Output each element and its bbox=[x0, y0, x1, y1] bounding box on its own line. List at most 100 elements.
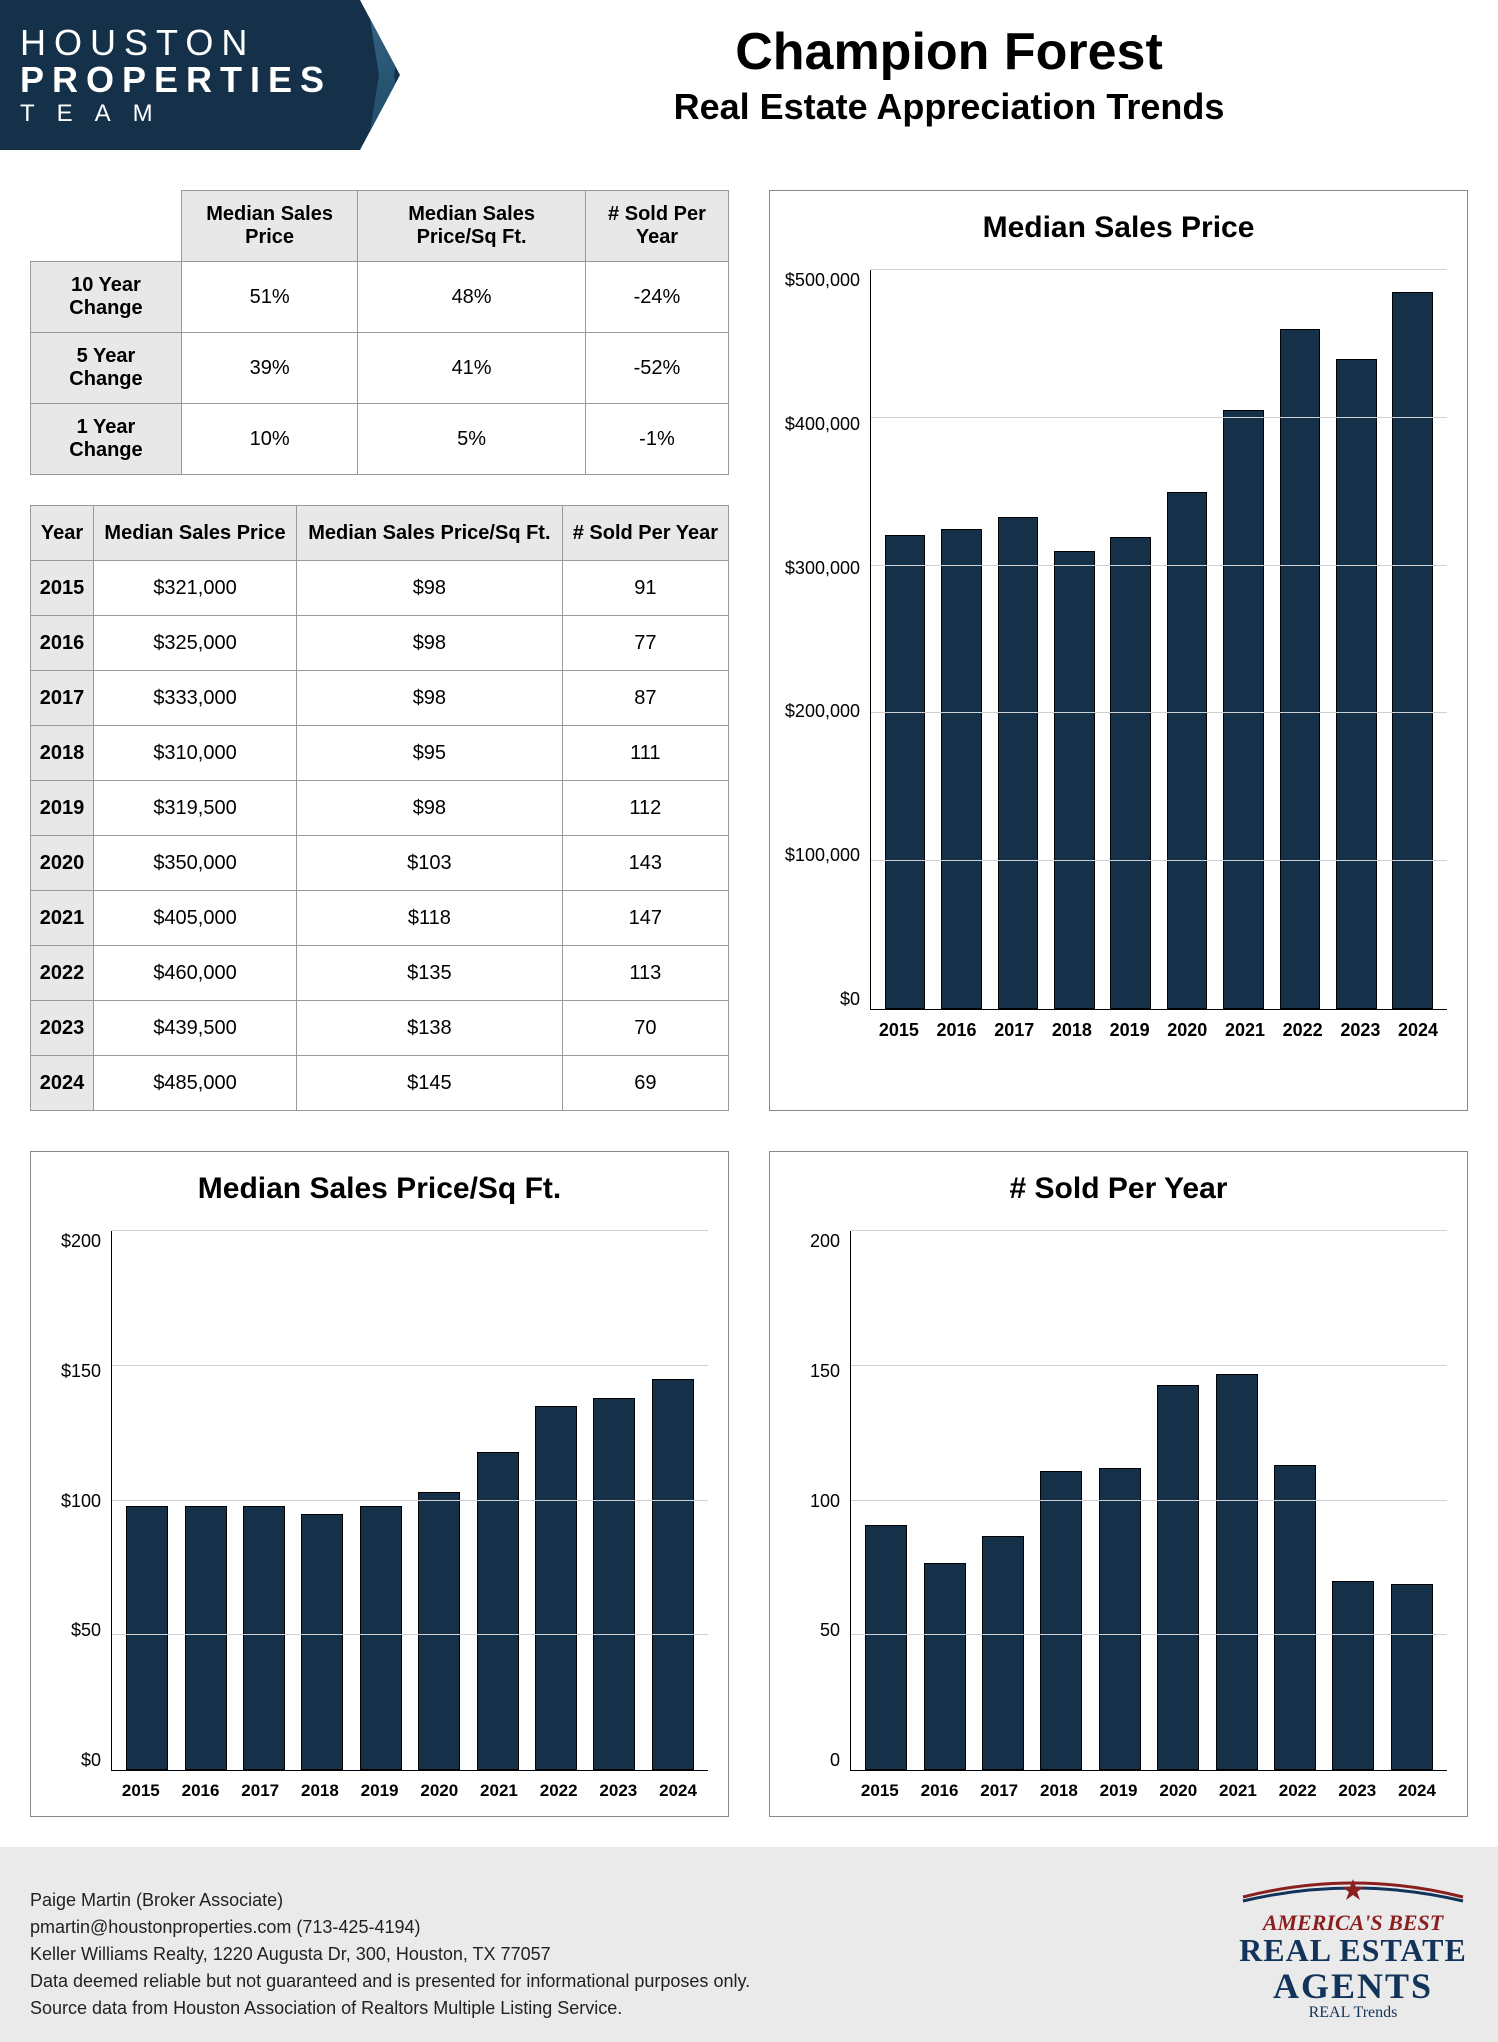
chart-bar bbox=[1099, 1468, 1141, 1770]
chart-bar bbox=[1167, 492, 1208, 1009]
chart-sold-per-year: # Sold Per Year 200150100500 20152016201… bbox=[769, 1151, 1468, 1817]
page-subtitle: Real Estate Appreciation Trends bbox=[400, 86, 1498, 128]
x-tick-label: 2021 bbox=[1225, 1020, 1265, 1041]
cell: $321,000 bbox=[94, 561, 297, 616]
chart-bar bbox=[885, 535, 926, 1009]
chart-price-sqft: Median Sales Price/Sq Ft. $200$150$100$5… bbox=[30, 1151, 729, 1817]
col-header: Year bbox=[31, 506, 94, 561]
table-row: 1 Year Change 10% 5% -1% bbox=[31, 404, 729, 475]
chart-bar bbox=[1332, 1581, 1374, 1770]
y-axis: $200$150$100$50$0 bbox=[51, 1231, 111, 1771]
cell: -52% bbox=[585, 333, 728, 404]
table-row: 2024$485,000$14569 bbox=[31, 1056, 729, 1111]
logo: HOUSTON PROPERTIES TEAM bbox=[0, 0, 400, 150]
x-axis: 2015201620172018201920202021202220232024 bbox=[850, 1771, 1447, 1801]
x-tick-label: 2024 bbox=[1398, 1781, 1436, 1801]
cell: $118 bbox=[297, 891, 563, 946]
cell: 70 bbox=[562, 1001, 728, 1056]
badge-line: REAL Trends bbox=[1238, 2005, 1468, 2022]
x-tick-label: 2020 bbox=[1167, 1020, 1207, 1041]
chart-bar bbox=[1336, 359, 1377, 1009]
y-tick-label: 200 bbox=[810, 1231, 840, 1252]
row-label: 2024 bbox=[31, 1056, 94, 1111]
col-header: Median Sales Price bbox=[181, 191, 357, 262]
row-label: 2016 bbox=[31, 616, 94, 671]
cell: $98 bbox=[297, 781, 563, 836]
cell: $405,000 bbox=[94, 891, 297, 946]
chart-bar bbox=[360, 1506, 402, 1770]
chart-bar bbox=[126, 1506, 168, 1770]
x-tick-label: 2024 bbox=[1398, 1020, 1438, 1041]
cell: $485,000 bbox=[94, 1056, 297, 1111]
cell: 113 bbox=[562, 946, 728, 1001]
row-label: 2023 bbox=[31, 1001, 94, 1056]
row-label: 2021 bbox=[31, 891, 94, 946]
x-tick-label: 2020 bbox=[1159, 1781, 1197, 1801]
y-tick-label: $50 bbox=[71, 1620, 101, 1641]
table-row: 2023$439,500$13870 bbox=[31, 1001, 729, 1056]
chart-bar bbox=[982, 1536, 1024, 1770]
page-title: Champion Forest bbox=[400, 22, 1498, 82]
x-tick-label: 2016 bbox=[182, 1781, 220, 1801]
cell: $310,000 bbox=[94, 726, 297, 781]
footer-line: Source data from Houston Association of … bbox=[30, 1995, 750, 2022]
x-axis: 2015201620172018201920202021202220232024 bbox=[111, 1771, 708, 1801]
y-tick-label: $200,000 bbox=[785, 701, 860, 722]
chart-bar bbox=[301, 1514, 343, 1770]
row-label: 2019 bbox=[31, 781, 94, 836]
y-axis: $500,000$400,000$300,000$200,000$100,000… bbox=[790, 270, 870, 1010]
cell: $145 bbox=[297, 1056, 563, 1111]
y-tick-label: $200 bbox=[61, 1231, 101, 1252]
x-tick-label: 2023 bbox=[1338, 1781, 1376, 1801]
cell: 69 bbox=[562, 1056, 728, 1111]
row-label: 1 Year Change bbox=[31, 404, 182, 475]
cell: 39% bbox=[181, 333, 357, 404]
cell: $319,500 bbox=[94, 781, 297, 836]
y-tick-label: 50 bbox=[820, 1620, 840, 1641]
x-tick-label: 2018 bbox=[301, 1781, 339, 1801]
cell: 5% bbox=[358, 404, 586, 475]
y-tick-label: $100 bbox=[61, 1491, 101, 1512]
cell: $350,000 bbox=[94, 836, 297, 891]
row-label: 2015 bbox=[31, 561, 94, 616]
chart-bar bbox=[1274, 1465, 1316, 1770]
y-tick-label: 100 bbox=[810, 1491, 840, 1512]
header: HOUSTON PROPERTIES TEAM Champion Forest … bbox=[0, 0, 1498, 150]
y-tick-label: $150 bbox=[61, 1361, 101, 1382]
x-tick-label: 2021 bbox=[480, 1781, 518, 1801]
row-label: 2020 bbox=[31, 836, 94, 891]
x-tick-label: 2015 bbox=[861, 1781, 899, 1801]
row-label: 2018 bbox=[31, 726, 94, 781]
chart-bar bbox=[1054, 551, 1095, 1009]
cell: $95 bbox=[297, 726, 563, 781]
chart-bar bbox=[1157, 1385, 1199, 1770]
row-label: 5 Year Change bbox=[31, 333, 182, 404]
chart-bar bbox=[243, 1506, 285, 1770]
footer-line: pmartin@houstonproperties.com (713-425-4… bbox=[30, 1914, 750, 1941]
x-tick-label: 2017 bbox=[994, 1020, 1034, 1041]
x-tick-label: 2015 bbox=[879, 1020, 919, 1041]
row-label: 2017 bbox=[31, 671, 94, 726]
chart-bar bbox=[652, 1379, 694, 1770]
y-tick-label: $100,000 bbox=[785, 845, 860, 866]
chart-bar bbox=[865, 1525, 907, 1770]
y-tick-label: $400,000 bbox=[785, 414, 860, 435]
badge-line: REAL ESTATE bbox=[1238, 1934, 1468, 1968]
table-row: 2019$319,500$98112 bbox=[31, 781, 729, 836]
cell: -24% bbox=[585, 262, 728, 333]
table-row: 2021$405,000$118147 bbox=[31, 891, 729, 946]
x-tick-label: 2019 bbox=[1110, 1020, 1150, 1041]
cell: 91 bbox=[562, 561, 728, 616]
cell: 48% bbox=[358, 262, 586, 333]
table-row: 10 Year Change 51% 48% -24% bbox=[31, 262, 729, 333]
x-tick-label: 2024 bbox=[659, 1781, 697, 1801]
cell: $98 bbox=[297, 616, 563, 671]
x-tick-label: 2020 bbox=[420, 1781, 458, 1801]
col-header: Median Sales Price/Sq Ft. bbox=[297, 506, 563, 561]
chart-bar bbox=[1280, 329, 1321, 1009]
x-tick-label: 2023 bbox=[1340, 1020, 1380, 1041]
chart-bar bbox=[1216, 1374, 1258, 1770]
cell: -1% bbox=[585, 404, 728, 475]
chart-bar bbox=[1223, 410, 1264, 1009]
x-tick-label: 2017 bbox=[980, 1781, 1018, 1801]
